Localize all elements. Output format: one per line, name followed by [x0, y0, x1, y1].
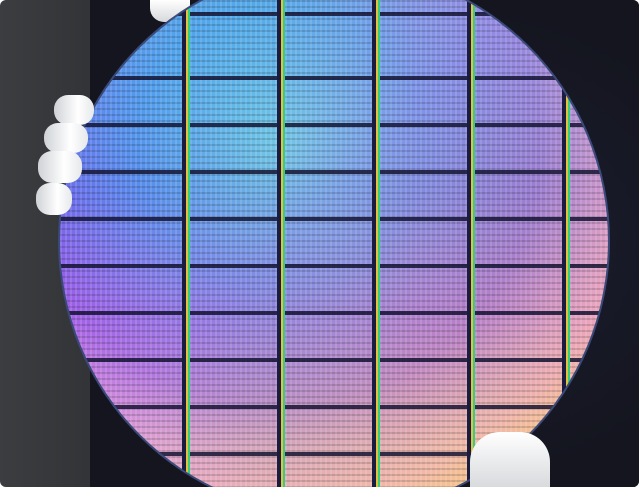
die-grid — [60, 0, 608, 487]
silicon-wafer — [60, 0, 608, 487]
glove-left-hand — [36, 95, 98, 220]
glove-right-hand — [470, 432, 550, 487]
